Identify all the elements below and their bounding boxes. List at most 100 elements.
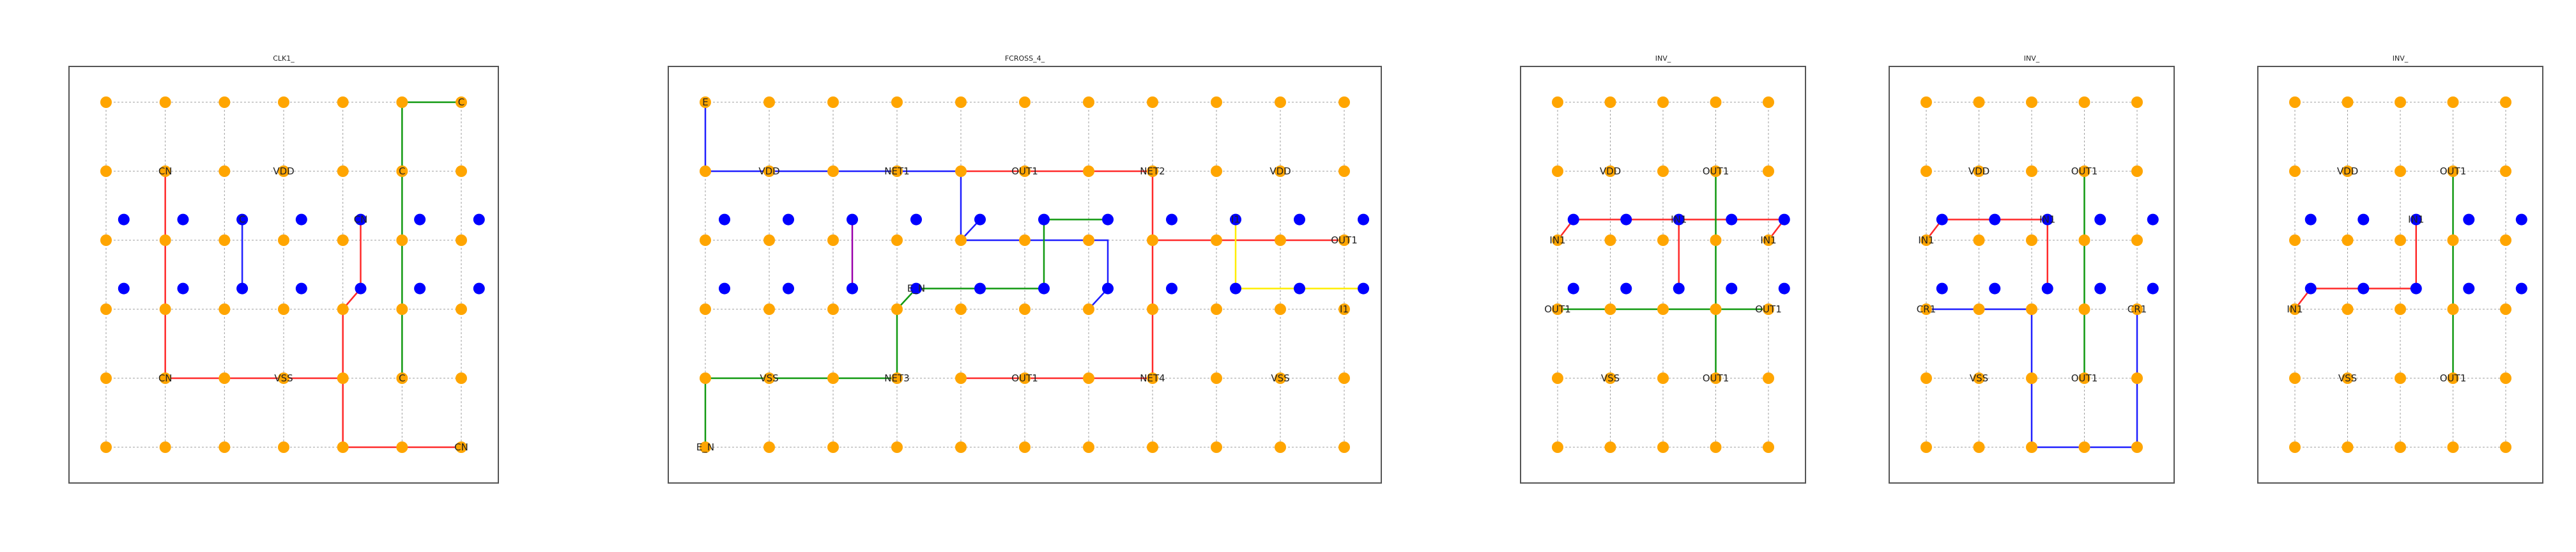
pin-node: [891, 96, 903, 108]
node-label: VSS: [274, 372, 293, 384]
pin-node: [1920, 372, 1932, 384]
pin-node: [159, 441, 171, 453]
pin-node: [1552, 303, 1563, 315]
pin-node: [2289, 303, 2301, 315]
node-label: OUT1: [2071, 165, 2098, 177]
pin-node: [891, 303, 903, 315]
node-label: IN1: [2287, 303, 2303, 315]
via-node: [847, 282, 858, 295]
node-label: OUT1: [1011, 372, 1038, 384]
panel-frame: [2257, 66, 2543, 484]
node-label: OUT1: [2440, 165, 2467, 177]
pin-node: [1147, 165, 1158, 177]
pin-node: [2026, 234, 2037, 246]
pin-node: [2500, 96, 2511, 108]
pin-node: [337, 234, 349, 246]
pin-node: [456, 441, 467, 453]
pin-node: [700, 96, 711, 108]
pin-node: [1552, 441, 1563, 453]
pin-node: [337, 441, 349, 453]
pin-node: [1275, 165, 1286, 177]
pin-node: [2026, 441, 2037, 453]
via-node: [414, 282, 426, 295]
pin-node: [1657, 165, 1669, 177]
pin-node: [763, 165, 775, 177]
pin-node: [1338, 165, 1350, 177]
pin-node: [1083, 303, 1094, 315]
pin-node: [2395, 441, 2406, 453]
pin-node: [1275, 441, 1286, 453]
wire-red: [164, 171, 343, 379]
pin-node: [2078, 234, 2090, 246]
pin-node: [1973, 441, 1985, 453]
pin-node: [2395, 234, 2406, 246]
pin-node: [1973, 372, 1985, 384]
pin-node: [1019, 96, 1031, 108]
pin-node: [1147, 372, 1158, 384]
pin-node: [100, 441, 112, 453]
pin-node: [1083, 165, 1094, 177]
pin-node: [1211, 441, 1222, 453]
pin-node: [396, 165, 408, 177]
via-node: [1673, 213, 1685, 226]
pin-node: [955, 303, 967, 315]
via-node: [1102, 282, 1114, 295]
via-node: [1989, 282, 2001, 295]
via-node: [1038, 282, 1050, 295]
pin-node: [1604, 96, 1616, 108]
pin-node: [1604, 441, 1616, 453]
pin-node: [700, 234, 711, 246]
pin-node: [1763, 234, 1774, 246]
pin-node: [1920, 441, 1932, 453]
panel-frame: [1889, 66, 2175, 484]
node-label: OUT1: [1703, 372, 1729, 384]
via-node: [295, 282, 307, 295]
panel-2: FCROSS_4_ I1 E_N E VDD NET1 OUT1 NET2 VDD OUT1 I1 V…: [668, 54, 1382, 484]
pin-node: [1147, 441, 1158, 453]
via-node: [1358, 213, 1369, 226]
pin-node: [1920, 96, 1932, 108]
node-label: VDD: [1968, 165, 1989, 177]
panel-frame: [668, 66, 1382, 484]
node-label: CN: [158, 165, 172, 177]
pin-node: [955, 234, 967, 246]
pin-node: [1604, 372, 1616, 384]
via-node: [1936, 282, 1948, 295]
node-label: VDD: [758, 165, 779, 177]
via-node: [1567, 213, 1579, 226]
pin-node: [1710, 234, 1722, 246]
pin-node: [2500, 441, 2511, 453]
pin-node: [456, 165, 467, 177]
pin-node: [1657, 441, 1669, 453]
pin-node: [827, 303, 839, 315]
pin-node: [2131, 303, 2143, 315]
wire-green: [401, 101, 461, 378]
node-label: NET3: [884, 372, 909, 384]
panel-title: INV_: [1655, 54, 1671, 63]
wire-green: [1043, 218, 1108, 289]
pin-node: [1211, 165, 1222, 177]
pin-node: [2447, 96, 2459, 108]
via-node: [2094, 213, 2106, 226]
pin-node: [1338, 96, 1350, 108]
pin-node: [1338, 234, 1350, 246]
wire-red: [2294, 219, 2417, 310]
via-node: [2147, 282, 2159, 295]
pin-node: [763, 234, 775, 246]
node-label: VSS: [1970, 372, 1988, 384]
via-node: [295, 213, 307, 226]
pin-node: [827, 165, 839, 177]
panel-title: INV_: [2393, 54, 2409, 63]
node-label: OUT1: [1703, 165, 1729, 177]
wire-red: [961, 170, 1154, 378]
pin-node: [2078, 441, 2090, 453]
via-node: [2094, 282, 2106, 295]
pin-node: [2395, 372, 2406, 384]
pin-node: [100, 372, 112, 384]
pin-node: [1710, 441, 1722, 453]
via-label: IN1: [2039, 214, 2055, 226]
pin-node: [1211, 303, 1222, 315]
via-label: IN1: [2408, 214, 2424, 226]
via-node: [1166, 213, 1177, 226]
